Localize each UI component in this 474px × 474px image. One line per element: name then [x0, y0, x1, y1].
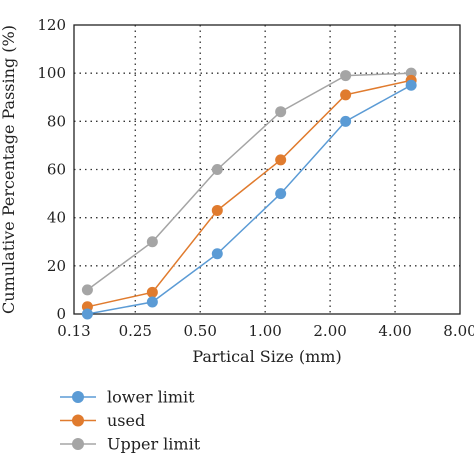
data-point [340, 70, 352, 82]
data-point [211, 248, 223, 260]
series-line [87, 79, 412, 308]
x-tick-label: 1.00 [248, 322, 281, 340]
y-tick-label: 60 [47, 161, 66, 179]
grid [74, 25, 460, 314]
legend-label: Upper limit [107, 435, 201, 454]
plot-frame [73, 24, 461, 315]
x-tick-label: 0.25 [119, 322, 152, 340]
x-tick-label: 2.00 [313, 322, 346, 340]
data-point [405, 79, 417, 91]
y-tick-label: 40 [47, 209, 66, 227]
y-tick-label: 0 [56, 305, 66, 323]
series-line [86, 72, 412, 291]
data-point [81, 284, 93, 296]
data-point [275, 106, 287, 118]
legend-marker [72, 438, 84, 450]
tick-labels: 0.13 0.25 0.50 1.00 2.00 4.00 8.00 0 20 40 60 80 100… [37, 16, 474, 340]
data-point [275, 154, 287, 166]
x-axis-title: Partical Size (mm) [192, 347, 341, 366]
x-tick-label: 8.00 [443, 322, 474, 340]
x-tick-label: 0.13 [57, 322, 90, 340]
x-tick-label: 4.00 [378, 322, 411, 340]
y-tick-label: 80 [47, 112, 66, 130]
data-point [146, 296, 158, 308]
legend-label: used [107, 411, 145, 430]
data-point [146, 286, 158, 298]
series-used [81, 74, 417, 313]
data-point [211, 204, 223, 216]
data-point [340, 89, 352, 101]
y-tick-label: 20 [47, 257, 66, 275]
y-tick-label: 120 [37, 16, 66, 34]
data-point [146, 236, 158, 248]
y-axis-title: Cumulative Percentage Passing (%) [0, 25, 18, 314]
series [81, 67, 417, 320]
data-point [340, 115, 352, 127]
y-tick-label: 100 [37, 64, 66, 82]
data-point [275, 188, 287, 200]
series-line [87, 84, 412, 315]
legend-item: used [60, 411, 145, 430]
legend-marker [72, 414, 84, 427]
legend-item: Upper limit [60, 435, 201, 454]
series-upper-limit [81, 67, 417, 296]
series-lower-limit [81, 79, 417, 320]
legend-marker [72, 391, 84, 403]
legend-label: lower limit [107, 388, 195, 407]
legend: lower limit used Upper limit [60, 388, 201, 454]
legend-item: lower limit [60, 388, 195, 407]
x-tick-label: 0.50 [184, 322, 217, 340]
data-point [81, 308, 93, 320]
data-point [211, 164, 223, 175]
